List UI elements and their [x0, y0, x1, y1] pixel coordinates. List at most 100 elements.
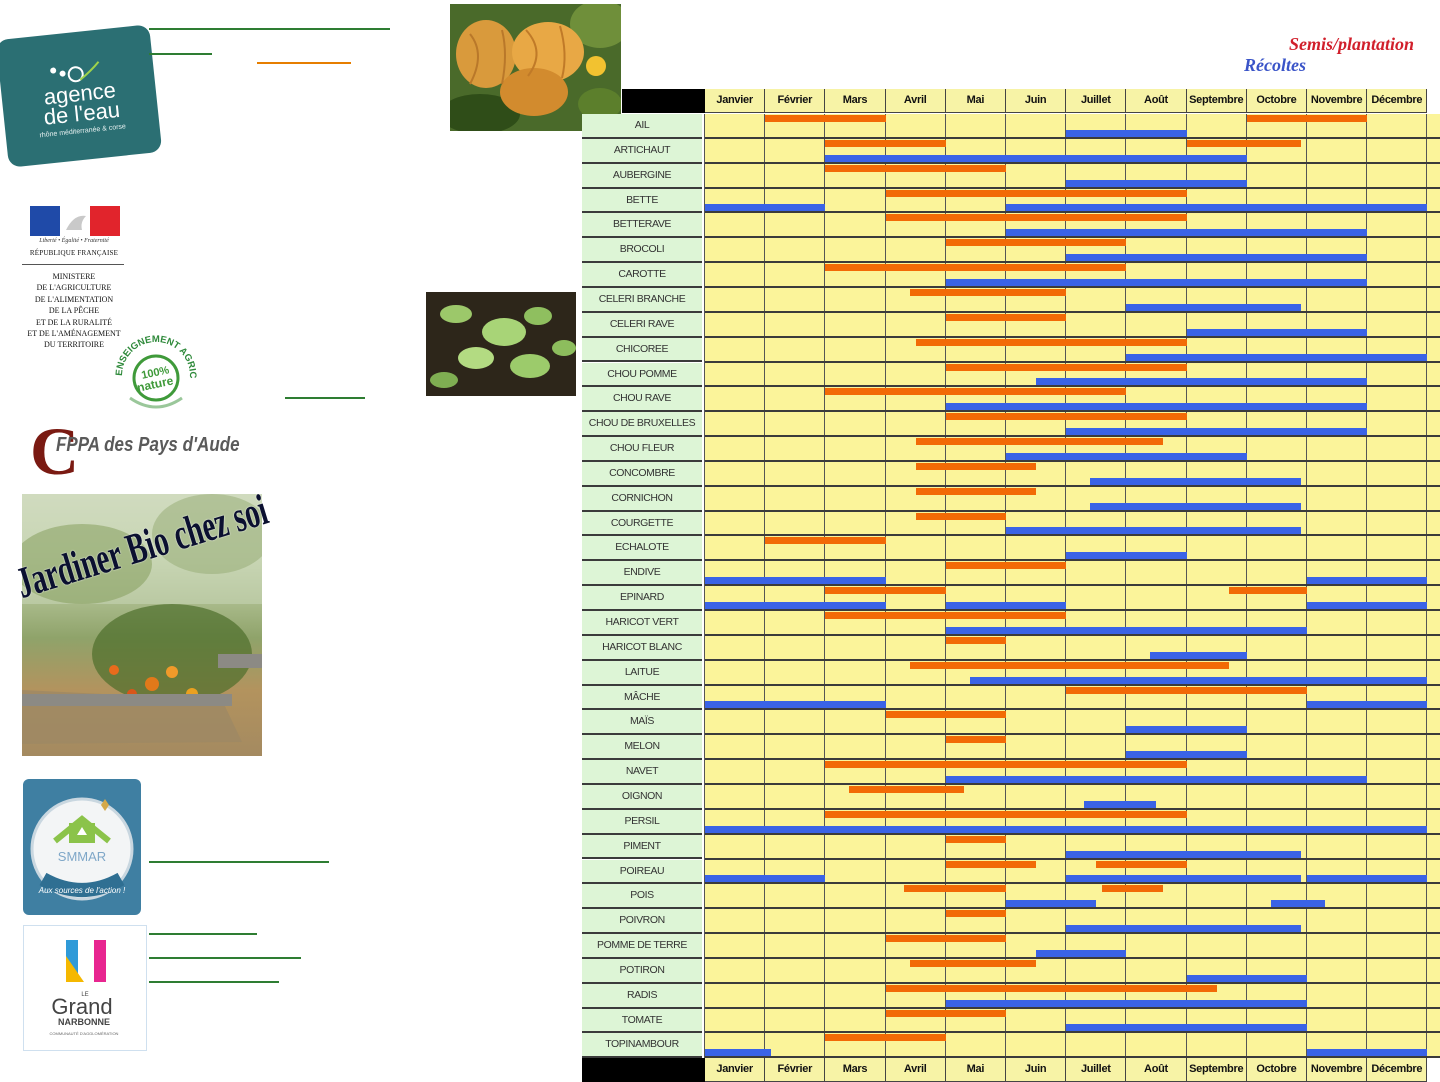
vegetable-label: CAROTTE [582, 263, 702, 288]
recolte-bar [1186, 974, 1307, 982]
ministry-name: MINISTERE DE L'AGRICULTURE DE L'ALIMENTA… [27, 272, 121, 350]
row-divider [705, 1006, 1440, 1009]
recolte-bar [1090, 477, 1301, 485]
recolte-bar [969, 676, 1428, 684]
link-underline[interactable] [149, 981, 279, 983]
row-divider [705, 261, 1440, 264]
semis-bar [885, 984, 1217, 992]
semis-bar [825, 264, 1127, 272]
month-header-top: Juin [1006, 89, 1067, 113]
pumpkin-photo [450, 4, 621, 131]
semis-bar [945, 239, 1127, 247]
recolte-bar [1090, 502, 1301, 510]
semis-bar [945, 313, 1067, 321]
month-header-top: Mai [945, 89, 1006, 113]
semis-bar [825, 139, 946, 147]
lettuce-image [426, 292, 576, 396]
link-underline[interactable] [149, 53, 212, 55]
recolte-bar [1006, 229, 1368, 237]
semis-bar [765, 115, 886, 122]
semis-bar [909, 288, 1067, 296]
recolte-bar [1006, 527, 1301, 535]
row-divider [705, 584, 1440, 587]
semis-bar [915, 438, 1163, 446]
semis-bar [945, 636, 1006, 644]
semis-bar [903, 885, 1006, 893]
vegetable-label: MAÏS [582, 710, 702, 736]
month-header-bottom: Janvier [705, 1058, 766, 1082]
semis-bar [1228, 587, 1307, 595]
row-divider [705, 1056, 1440, 1059]
semis-bar [945, 910, 1006, 918]
vegetable-label: OIGNON [582, 784, 702, 810]
vegetable-label: ENDIVE [582, 561, 702, 587]
semis-bar [945, 835, 1006, 843]
row-divider [705, 832, 1440, 835]
month-header-bottom: Mars [825, 1058, 886, 1082]
link-underline[interactable] [149, 933, 257, 935]
row-divider [705, 211, 1440, 214]
link-underline[interactable] [149, 957, 301, 959]
recolte-bar [1066, 179, 1247, 187]
semis-bar [945, 413, 1187, 421]
legend-recoltes: Récoltes [1244, 55, 1306, 75]
row-divider [705, 435, 1440, 438]
row-divider [705, 1031, 1440, 1034]
recolte-bar [1150, 651, 1247, 659]
row-divider [705, 956, 1440, 959]
row-divider [705, 609, 1440, 611]
vegetable-label: CHOU DE BRUXELLES [582, 412, 702, 438]
recolte-bar [1126, 303, 1301, 311]
vegetable-label: MÂCHE [582, 685, 702, 711]
vegetable-label: PERSIL [582, 809, 702, 835]
month-divider [1306, 114, 1307, 1059]
recolte-bar [1126, 751, 1247, 759]
link-underline[interactable] [149, 861, 329, 863]
row-divider [705, 236, 1440, 239]
semis-bar [945, 363, 1187, 371]
link-underline[interactable] [285, 397, 365, 399]
recolte-bar [1066, 254, 1368, 262]
month-header-bottom: Septembre [1186, 1058, 1247, 1082]
marianne-flag-icon [30, 206, 120, 236]
vegetable-label: POIS [582, 884, 702, 910]
semis-bar [885, 711, 1006, 719]
month-divider [944, 114, 946, 1059]
vegetable-label: ARTICHAUT [582, 138, 702, 164]
vegetable-label: CHOU POMME [582, 362, 702, 388]
enseignement-agricole-seal: ENSEIGNEMENT AGRICOLE 100% nature [108, 324, 200, 418]
vegetable-label: HARICOT VERT [582, 611, 702, 636]
row-divider [705, 559, 1440, 562]
vegetable-label: NAVET [582, 760, 702, 785]
garden-image [22, 494, 262, 744]
month-header-top: Février [765, 89, 826, 113]
month-divider [1245, 114, 1247, 1059]
cfppa-letter: C [30, 413, 80, 489]
semis-bar [825, 388, 1127, 396]
month-header-bottom: Août [1126, 1058, 1187, 1082]
vegetable-label: TOMATE [582, 1008, 702, 1034]
row-divider [705, 285, 1440, 288]
vegetable-label: POIVRON [582, 909, 702, 935]
month-divider [1185, 114, 1187, 1059]
vegetable-label: POTIRON [582, 958, 702, 984]
semis-bar [945, 860, 1037, 868]
vegetable-label: COURGETTE [582, 511, 702, 537]
recolte-bar [1307, 875, 1428, 883]
vegetable-label: CELERI RAVE [582, 312, 702, 338]
month-header-bottom: Octobre [1246, 1058, 1307, 1082]
month-header-top: Juillet [1066, 89, 1127, 113]
recolte-bar [1066, 850, 1301, 858]
row-divider [705, 459, 1440, 462]
recolte-bar [705, 577, 886, 585]
narbonne-le: LE [81, 992, 88, 998]
link-underline[interactable] [149, 28, 390, 30]
recolte-bar [705, 701, 886, 709]
grand-narbonne-emblem: LE Grand NARBONNE COMMUNAUTÉ D'AGGLOMÉRA… [50, 940, 119, 1036]
link-underline[interactable] [257, 62, 351, 64]
planting-calendar: Janvier Février Mars Avril Mai Juin Juillet Aoû… [582, 89, 1440, 1082]
pumpkin-image [450, 4, 621, 131]
semis-bar [915, 487, 1037, 495]
semis-bar [909, 959, 1037, 967]
month-divider [1125, 114, 1127, 1059]
